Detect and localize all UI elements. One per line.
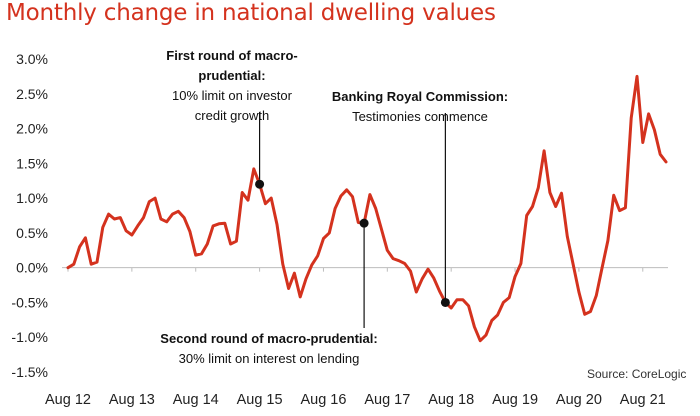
annotation-text: Testimonies commence xyxy=(352,109,488,124)
y-tick-label: 2.5% xyxy=(16,86,48,102)
annotation-text: prudential: xyxy=(198,68,265,83)
annotation-text: 10% limit on investor xyxy=(172,88,293,103)
y-tick-label: -1.0% xyxy=(11,329,48,345)
x-axis: Aug 12 Aug 13 Aug 14 Aug 15 Aug 16 Aug 17 Aug … xyxy=(45,267,666,408)
y-tick-label: 0.5% xyxy=(16,225,48,241)
y-tick-label: 0.0% xyxy=(16,260,48,276)
chart-title: Monthly change in national dwelling valu… xyxy=(6,0,496,26)
source-label: Source: CoreLogic xyxy=(587,367,686,381)
annotation-marker xyxy=(255,179,265,189)
y-tick-label: 1.5% xyxy=(16,155,48,171)
y-tick-label: -1.5% xyxy=(11,364,48,380)
annotation-markers xyxy=(255,179,450,307)
y-tick-label: -0.5% xyxy=(11,294,48,310)
x-tick-label: Aug 12 xyxy=(45,392,91,408)
annotation-marker xyxy=(440,297,450,307)
y-tick-label: 3.0% xyxy=(16,51,48,67)
annotation-text: credit growth xyxy=(195,108,269,123)
series-line xyxy=(66,74,668,343)
annotation-text: Banking Royal Commission: xyxy=(332,89,508,104)
x-tick-label: Aug 21 xyxy=(620,392,666,408)
y-tick-label: 1.0% xyxy=(16,190,48,206)
x-tick-label: Aug 13 xyxy=(109,392,155,408)
annotation-text: Second round of macro-prudential: xyxy=(160,331,377,346)
series xyxy=(66,74,668,343)
annotation-marker xyxy=(359,218,369,228)
x-tick-label: Aug 17 xyxy=(364,392,410,408)
y-axis: 3.0% 2.5% 2.0% 1.5% 1.0% 0.5% 0.0% -0.5% -1.0% -1… xyxy=(11,51,48,380)
annotation-text: 30% limit on interest on lending xyxy=(179,351,360,366)
annotation-text: First round of macro- xyxy=(166,48,297,63)
x-tick-label: Aug 19 xyxy=(492,392,538,408)
x-tick-label: Aug 20 xyxy=(556,392,602,408)
annotations: First round of macro-prudential: 10% limi… xyxy=(160,48,508,366)
x-tick-label: Aug 15 xyxy=(237,392,283,408)
x-tick-label: Aug 18 xyxy=(428,392,474,408)
y-tick-label: 2.0% xyxy=(16,121,48,137)
x-tick-label: Aug 14 xyxy=(173,392,219,408)
x-tick-label: Aug 16 xyxy=(300,392,346,408)
